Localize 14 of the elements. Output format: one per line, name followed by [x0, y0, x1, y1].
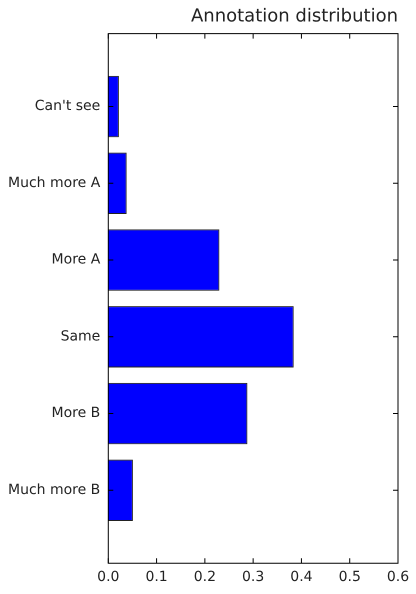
y-tick-label: More B — [52, 405, 100, 422]
y-tick-label: Same — [60, 328, 100, 344]
x-tick-label: 0.5 — [338, 569, 361, 586]
x-tick-label: 0.2 — [194, 569, 216, 586]
x-tick-label: 0.0 — [97, 569, 120, 586]
x-tick-label: 0.1 — [145, 569, 168, 586]
x-tick-label: 0.6 — [386, 569, 410, 586]
y-tick-label: Can't see — [34, 98, 100, 114]
y-tick-label: Much more B — [8, 482, 100, 498]
chart-title: Annotation distribution — [190, 5, 398, 26]
x-tick-label: 0.4 — [290, 569, 313, 586]
y-tick-label: Much more A — [8, 174, 101, 191]
y-tick-label: More A — [52, 252, 101, 268]
x-tick-label: 0.3 — [242, 569, 264, 586]
